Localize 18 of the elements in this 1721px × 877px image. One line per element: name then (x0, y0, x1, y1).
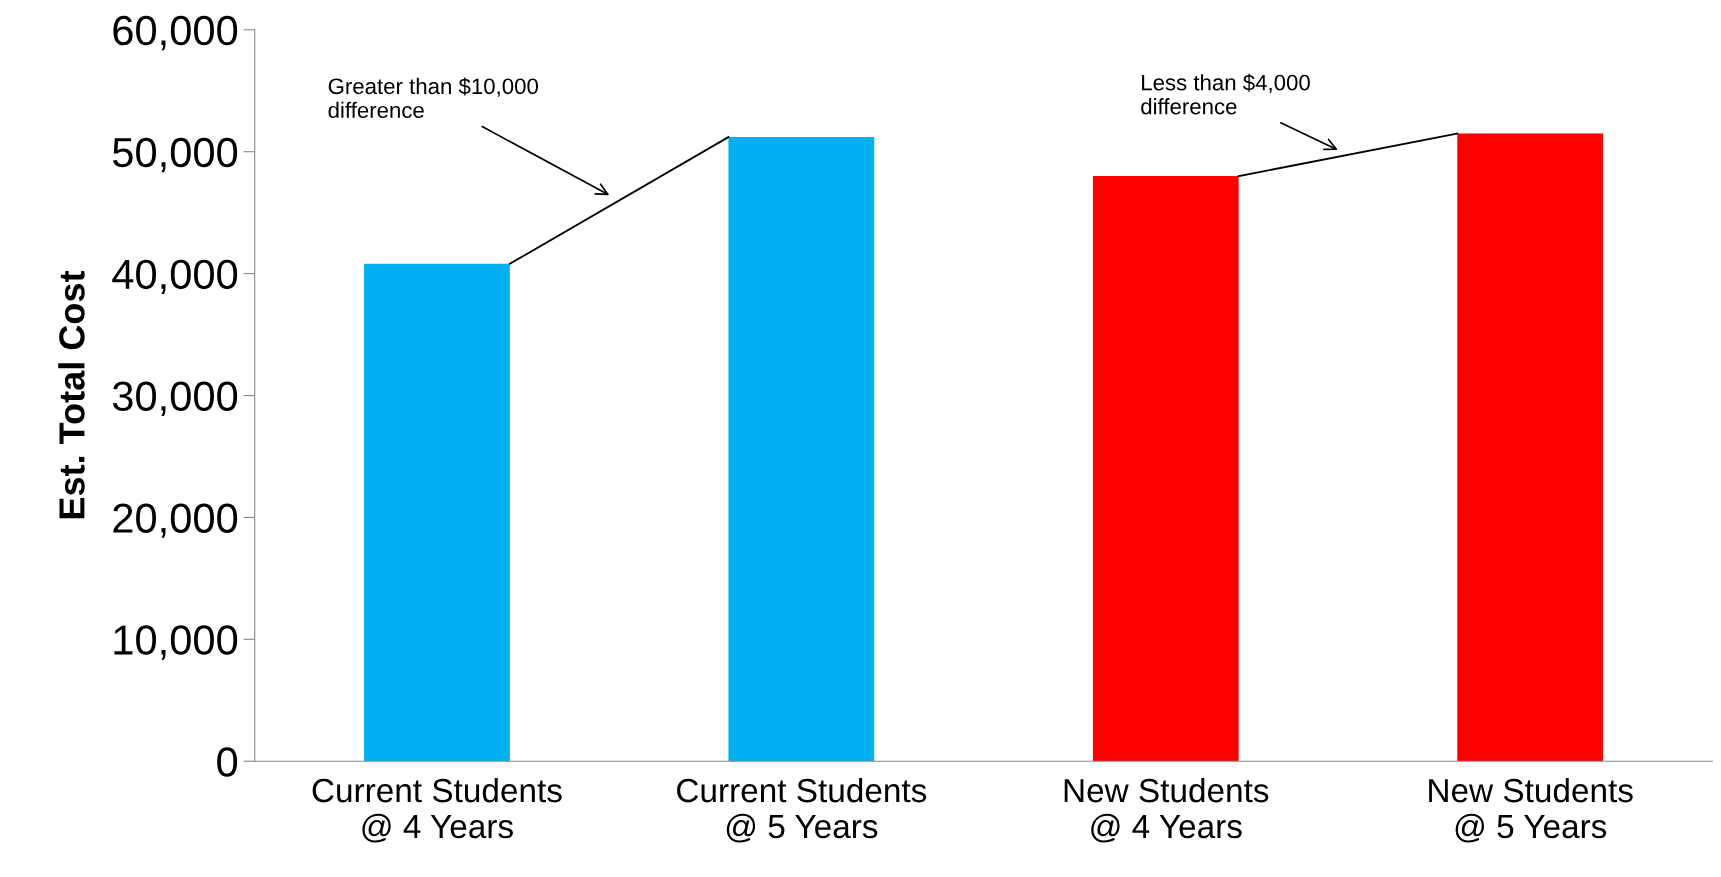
annotation: Greater than $10,000 difference (328, 77, 538, 119)
y-tick-label: 60,000 (113, 15, 238, 51)
y-tick-label: 10,000 (114, 625, 238, 660)
x-tick-label: New Students @ 4 Years (1064, 777, 1269, 843)
x-tick-label: New Students @ 5 Years (1429, 777, 1633, 843)
x-tick-label: Current Students @ 5 Years (677, 777, 927, 843)
bar (364, 263, 510, 762)
bar (1092, 176, 1239, 762)
y-tick-label: 40,000 (112, 259, 238, 295)
y-tick-label: 20,000 (113, 503, 238, 538)
bar (1457, 133, 1604, 762)
y-tick-label: 30,000 (112, 381, 238, 416)
annotation: Less than $4,000 difference (1141, 73, 1310, 115)
x-tick-label: Current Students @ 4 Years (312, 777, 562, 843)
y-axis-title: Est. Total Cost (58, 270, 85, 519)
y-tick-label: 0 (217, 747, 238, 777)
bar (728, 137, 875, 762)
y-tick-label: 50,000 (112, 137, 238, 173)
